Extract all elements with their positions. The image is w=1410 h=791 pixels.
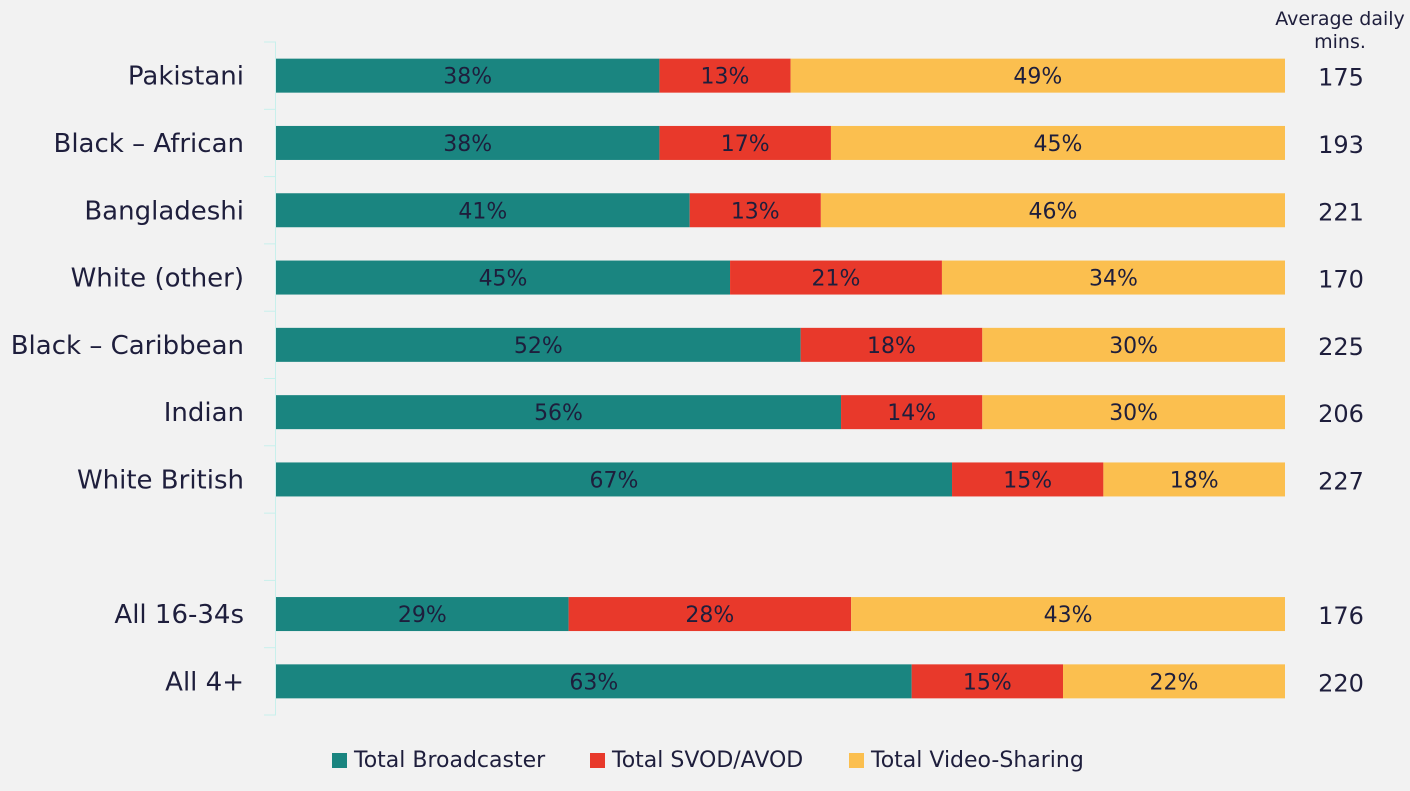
data-label: 21% <box>812 267 861 292</box>
bar-segment <box>790 58 1285 93</box>
data-label: 17% <box>721 132 770 157</box>
avg-daily-mins-header: Average daily mins. <box>1275 8 1405 53</box>
data-label: 14% <box>887 401 936 426</box>
data-label: 38% <box>443 65 492 90</box>
avg-daily-mins-value: 225 <box>1318 333 1364 361</box>
avg-daily-mins-value: 220 <box>1318 669 1364 697</box>
data-label: 15% <box>963 670 1012 695</box>
avg-daily-mins-value: 175 <box>1318 64 1364 92</box>
category-label: Bangladeshi <box>84 196 244 226</box>
avg-daily-mins-value: 206 <box>1318 400 1364 428</box>
bar-segment <box>568 597 852 632</box>
bar-segment <box>982 327 1285 362</box>
bar-segment <box>800 327 983 362</box>
bar-segment <box>276 395 842 430</box>
data-label: 13% <box>701 65 750 90</box>
bar-segment <box>730 260 942 295</box>
bar-segment <box>276 58 660 93</box>
data-label: 45% <box>479 267 528 292</box>
data-label: 15% <box>1003 468 1052 493</box>
data-label: 45% <box>1034 132 1083 157</box>
category-label: Pakistani <box>128 62 244 92</box>
bar-segment <box>841 395 983 430</box>
data-label: 18% <box>1170 468 1219 493</box>
avg-daily-mins-value: 176 <box>1318 602 1364 630</box>
category-label: White (other) <box>71 264 244 294</box>
bar-segment <box>911 664 1064 699</box>
bar-segment <box>276 462 953 497</box>
bar-segment <box>276 260 731 295</box>
legend-label: Total SVOD/AVOD <box>612 748 804 773</box>
bar-segment <box>276 597 569 632</box>
data-label: 30% <box>1109 401 1158 426</box>
data-label: 67% <box>590 468 639 493</box>
data-label: 34% <box>1089 267 1138 292</box>
data-label: 49% <box>1013 65 1062 90</box>
legend: Total Broadcaster Total SVOD/AVOD Total … <box>0 748 1410 778</box>
bar-segment <box>851 597 1285 632</box>
bar-segment <box>941 260 1285 295</box>
bar-segment <box>276 664 912 699</box>
bar-segment <box>689 193 821 228</box>
category-label: All 16-34s <box>114 600 244 630</box>
legend-item-video-sharing: Total Video-Sharing <box>849 748 1084 773</box>
bar-segment <box>982 395 1285 430</box>
legend-label: Total Broadcaster <box>354 748 546 773</box>
data-label: 30% <box>1109 334 1158 359</box>
avg-daily-mins-value: 170 <box>1318 266 1364 294</box>
avg-daily-mins-value: 227 <box>1318 467 1364 495</box>
bar-segment <box>659 58 791 93</box>
bar-segment <box>276 193 690 228</box>
legend-swatch-video-sharing <box>849 753 864 768</box>
avg-daily-mins-value: 193 <box>1318 131 1364 159</box>
data-label: 13% <box>731 199 780 224</box>
data-label: 56% <box>534 401 583 426</box>
bar-segment <box>659 125 831 160</box>
data-label: 22% <box>1150 670 1199 695</box>
bar-segment <box>276 327 801 362</box>
data-label: 18% <box>867 334 916 359</box>
data-label: 63% <box>569 670 618 695</box>
category-label: Black – African <box>53 129 244 159</box>
bar-segment <box>952 462 1104 497</box>
legend-item-broadcaster: Total Broadcaster <box>332 748 545 773</box>
data-label: 28% <box>685 603 734 628</box>
category-label: Indian <box>164 398 244 428</box>
bar-segment <box>820 193 1285 228</box>
category-label: White British <box>77 465 244 495</box>
data-label: 46% <box>1028 199 1077 224</box>
legend-label: Total Video-Sharing <box>871 748 1084 773</box>
legend-swatch-svod <box>590 753 605 768</box>
data-label: 41% <box>458 199 507 224</box>
data-label: 52% <box>514 334 563 359</box>
category-label: Black – Caribbean <box>11 331 244 361</box>
data-label: 43% <box>1044 603 1093 628</box>
bar-segment <box>276 125 660 160</box>
avg-daily-mins-value: 221 <box>1318 198 1364 226</box>
data-label: 38% <box>443 132 492 157</box>
category-label: All 4+ <box>165 667 244 697</box>
bar-segment <box>1063 664 1285 699</box>
bar-segment <box>830 125 1285 160</box>
legend-item-svod: Total SVOD/AVOD <box>590 748 803 773</box>
bar-segment <box>1103 462 1285 497</box>
data-label: 29% <box>398 603 447 628</box>
legend-swatch-broadcaster <box>332 753 347 768</box>
